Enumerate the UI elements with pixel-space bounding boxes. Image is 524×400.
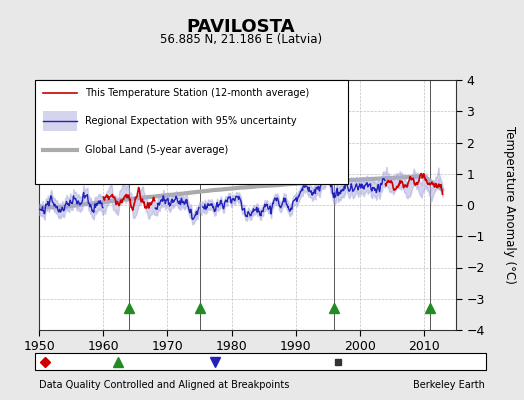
Text: Time of Obs. Change: Time of Obs. Change bbox=[224, 357, 326, 366]
Text: Berkeley Earth: Berkeley Earth bbox=[413, 380, 485, 390]
Text: This Temperature Station (12-month average): This Temperature Station (12-month avera… bbox=[85, 88, 309, 98]
Text: PAVILOSTA: PAVILOSTA bbox=[187, 18, 296, 36]
Y-axis label: Temperature Anomaly (°C): Temperature Anomaly (°C) bbox=[503, 126, 516, 284]
Text: Data Quality Controlled and Aligned at Breakpoints: Data Quality Controlled and Aligned at B… bbox=[39, 380, 290, 390]
FancyBboxPatch shape bbox=[35, 80, 347, 184]
Text: Global Land (5-year average): Global Land (5-year average) bbox=[85, 145, 228, 155]
Text: Empirical Break: Empirical Break bbox=[347, 357, 424, 366]
Text: Record Gap: Record Gap bbox=[127, 357, 184, 366]
Text: 56.885 N, 21.186 E (Latvia): 56.885 N, 21.186 E (Latvia) bbox=[160, 33, 322, 46]
Text: Regional Expectation with 95% uncertainty: Regional Expectation with 95% uncertaint… bbox=[85, 116, 297, 126]
FancyBboxPatch shape bbox=[43, 111, 77, 131]
Text: Station Move: Station Move bbox=[54, 357, 118, 366]
